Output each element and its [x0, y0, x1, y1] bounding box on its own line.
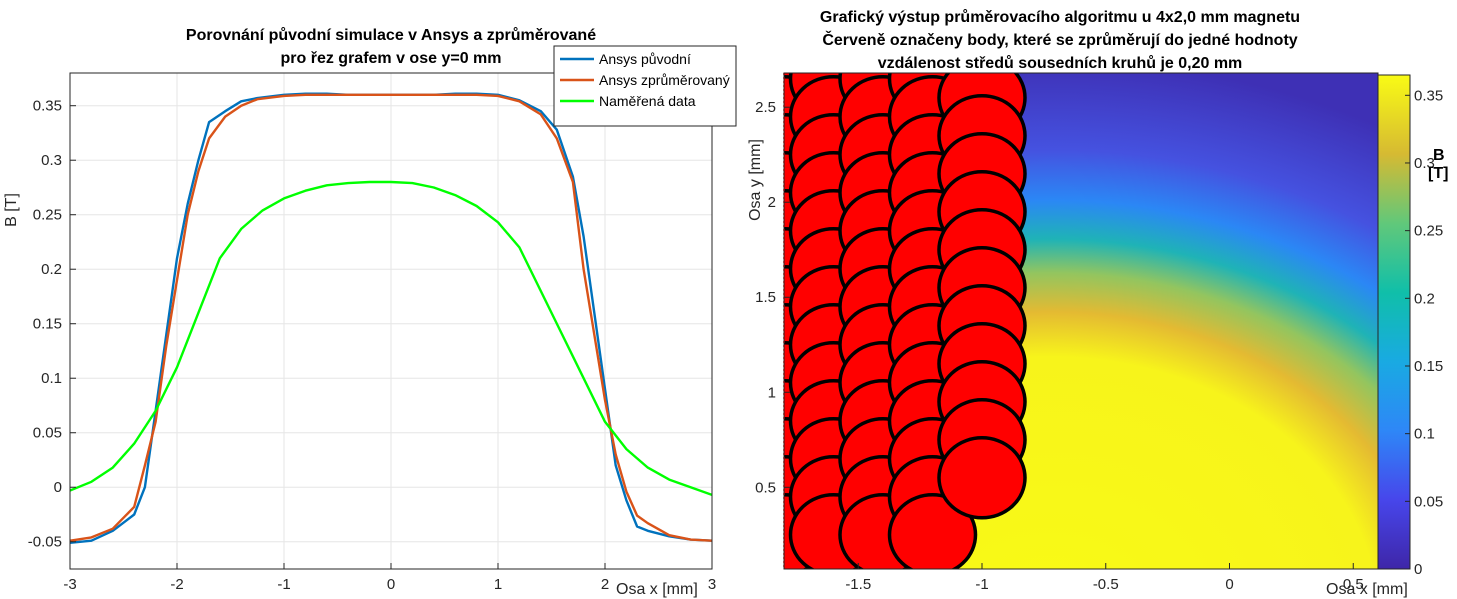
- line-chart: -3 -2 -1 0 1 2 3 -0.05 0 0.05 0.1 0.15 0.2 0.25 0.3 0.3…: [3, 27, 737, 598]
- x-tick-label: 2: [601, 576, 609, 593]
- legend-entry: Naměřená data: [599, 93, 696, 109]
- y-tick-label: 0.15: [33, 316, 62, 333]
- x-tick-label: 3: [708, 576, 716, 593]
- x-tick-label: -1.5: [845, 576, 871, 593]
- colorbar-ticks: 0 0.05 0.1 0.15 0.2 0.25 0.3 0.35: [1405, 87, 1443, 578]
- grid: [69, 73, 713, 569]
- x-tick-label: -2: [170, 576, 183, 593]
- chart-title-line-2: Červeně označeny body, které se zprůměru…: [822, 30, 1297, 49]
- x-axis-label: Osa x [mm]: [616, 581, 698, 598]
- x-tick-label: -1: [277, 576, 290, 593]
- series-line-2: [70, 93, 712, 542]
- ticks: -3 -2 -1 0 1 2 3 -0.05 0 0.05 0.1 0.15 0.2 0.25 0.3 0.3…: [28, 98, 716, 593]
- x-tick-label: 0: [387, 576, 395, 593]
- legend-entry: Ansys původní: [599, 51, 691, 67]
- y-tick-label: 0.2: [41, 261, 62, 278]
- colorbar-tick-label: 0.1: [1414, 426, 1435, 443]
- x-axis-label: Osa x [mm]: [1326, 581, 1408, 598]
- colorbar-tick-label: 0: [1414, 561, 1422, 578]
- series-line-3: [70, 180, 712, 497]
- y-tick-label: 0.1: [41, 370, 62, 387]
- y-tick-label: 0.5: [755, 479, 776, 496]
- chart-title-line-1: Porovnání původní simulace v Ansys a zpr…: [186, 27, 596, 44]
- colorbar-tick-label: 0.05: [1414, 493, 1443, 510]
- y-tick-label: 1: [768, 384, 776, 401]
- y-tick-label: 0: [54, 479, 62, 496]
- chart-title-line-2: pro řez grafem v ose y=0 mm: [281, 50, 502, 67]
- y-tick-label: 0.05: [33, 425, 62, 442]
- y-tick-label: 2.5: [755, 99, 776, 116]
- legend: Ansys původní Ansys zprůměrovaný Naměřená …: [553, 45, 737, 127]
- colorbar-label-line: B: [1433, 147, 1445, 164]
- chart-title-line-1: Grafický výstup průměrovacího algoritmu …: [820, 9, 1300, 26]
- x-tick-label: -1: [975, 576, 988, 593]
- y-tick-label: -0.05: [28, 534, 62, 551]
- y-axis-label: B [T]: [3, 193, 20, 227]
- y-tick-label: 0.35: [33, 98, 62, 115]
- averaging-circles: [784, 73, 1027, 569]
- colorbar-label: B [T]: [1428, 147, 1448, 182]
- averaging-circle: [937, 436, 1027, 520]
- y-tick-label: 1.5: [755, 289, 776, 306]
- colorbar-tick-label: 0.2: [1414, 290, 1435, 307]
- averaging-circle: [887, 493, 978, 569]
- legend-entry: Ansys zprůměrovaný: [599, 72, 730, 88]
- x-tick-label: 1: [494, 576, 502, 593]
- x-tick-label: 0: [1225, 576, 1233, 593]
- ticks: -1.5 -1 -0.5 0 0.5 0.5 1 1.5 2 2.5: [755, 99, 1364, 593]
- colorbar-tick-label: 0.15: [1414, 358, 1443, 375]
- y-tick-label: 2: [768, 194, 776, 211]
- colorbar: [1377, 74, 1411, 570]
- x-tick-label: 0.5: [1343, 576, 1364, 593]
- colorbar-tick-label: 0.35: [1414, 87, 1443, 104]
- y-axis-label: Osa y [mm]: [747, 139, 764, 221]
- colorbar-tick-label: 0.25: [1414, 223, 1443, 240]
- colorbar-tick-label: 0.3: [1414, 155, 1435, 172]
- x-tick-label: -0.5: [1093, 576, 1119, 593]
- series-layer: [70, 92, 712, 544]
- y-tick-label: 0.3: [41, 152, 62, 169]
- colorbar-label-line: [T]: [1428, 165, 1448, 182]
- heatmap-chart: -1.5 -1 -0.5 0 0.5 0.5 1 1.5 2 2.5 Grafický výstu…: [747, 9, 1448, 598]
- y-tick-label: 0.25: [33, 207, 62, 224]
- x-tick-label: -3: [63, 576, 76, 593]
- chart-title-line-3: vzdálenost středů sousedních kruhů je 0,…: [878, 55, 1243, 72]
